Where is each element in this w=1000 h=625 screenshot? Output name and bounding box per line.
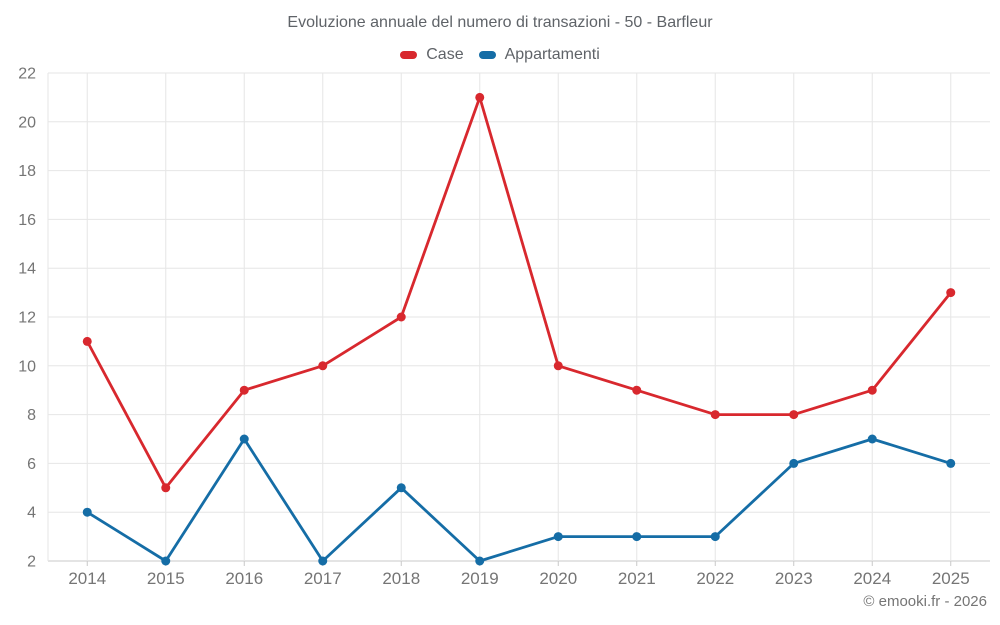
- legend-item-appartamenti[interactable]: Appartamenti: [478, 46, 600, 64]
- data-point-appartamenti-2018[interactable]: [396, 483, 406, 493]
- legend-label-case: Case: [426, 46, 464, 63]
- legend-marker-case-icon: [400, 51, 418, 59]
- data-point-case-2022[interactable]: [710, 410, 720, 420]
- chart-legend: Case Appartamenti: [0, 46, 1000, 64]
- y-tick-label: 14: [18, 261, 36, 278]
- x-tick-label: 2023: [775, 569, 813, 588]
- legend-marker-appartamenti-icon: [478, 51, 496, 59]
- y-tick-label: 20: [18, 114, 36, 131]
- series-line-case: [85, 96, 953, 490]
- x-tick-label: 2016: [225, 569, 263, 588]
- y-tick-label: 8: [27, 407, 36, 424]
- data-point-appartamenti-2014[interactable]: [82, 507, 92, 517]
- data-point-case-2023[interactable]: [789, 410, 799, 420]
- legend-item-case[interactable]: Case: [400, 46, 464, 64]
- x-tick-label: 2021: [618, 569, 656, 588]
- x-tick-label: 2020: [539, 569, 577, 588]
- x-tick-label: 2017: [304, 569, 342, 588]
- y-tick-label: 4: [27, 505, 36, 522]
- y-tick-label: 18: [18, 163, 36, 180]
- data-point-appartamenti-2025[interactable]: [946, 458, 956, 468]
- data-point-appartamenti-2015[interactable]: [161, 556, 171, 566]
- y-tick-label: 12: [18, 310, 36, 327]
- data-point-case-2016[interactable]: [239, 385, 249, 395]
- data-point-case-2018[interactable]: [396, 312, 406, 322]
- data-point-appartamenti-2024[interactable]: [867, 434, 877, 444]
- data-point-case-2024[interactable]: [867, 385, 877, 395]
- data-point-appartamenti-2016[interactable]: [239, 434, 249, 444]
- data-point-case-2025[interactable]: [946, 288, 956, 298]
- legend-label-appartamenti: Appartamenti: [504, 46, 600, 63]
- x-tick-label: 2018: [382, 569, 420, 588]
- x-tick-label: 2025: [932, 569, 970, 588]
- data-point-case-2021[interactable]: [632, 385, 642, 395]
- y-tick-label: 22: [18, 66, 36, 83]
- series-line-appartamenti: [85, 437, 953, 563]
- x-tick-label: 2024: [853, 569, 891, 588]
- y-tick-label: 10: [18, 358, 36, 375]
- chart-title: Evoluzione annuale del numero di transaz…: [287, 14, 713, 31]
- data-point-appartamenti-2020[interactable]: [553, 532, 563, 542]
- y-tick-label: 16: [18, 212, 36, 229]
- data-point-case-2019[interactable]: [475, 92, 485, 102]
- data-point-appartamenti-2017[interactable]: [318, 556, 328, 566]
- data-point-appartamenti-2019[interactable]: [475, 556, 485, 566]
- data-point-case-2017[interactable]: [318, 361, 328, 371]
- data-point-case-2015[interactable]: [161, 483, 171, 493]
- data-point-case-2014[interactable]: [82, 336, 92, 346]
- x-tick-label: 2014: [68, 569, 106, 588]
- x-tick-label: 2022: [696, 569, 734, 588]
- y-tick-label: 6: [27, 456, 36, 473]
- x-tick-label: 2015: [147, 569, 185, 588]
- y-tick-label: 2: [27, 554, 36, 571]
- data-point-appartamenti-2021[interactable]: [632, 532, 642, 542]
- x-tick-label: 2019: [461, 569, 499, 588]
- data-point-case-2020[interactable]: [553, 361, 563, 371]
- data-point-appartamenti-2023[interactable]: [789, 458, 799, 468]
- data-point-appartamenti-2022[interactable]: [710, 532, 720, 542]
- attribution: © emooki.fr - 2026: [863, 593, 987, 610]
